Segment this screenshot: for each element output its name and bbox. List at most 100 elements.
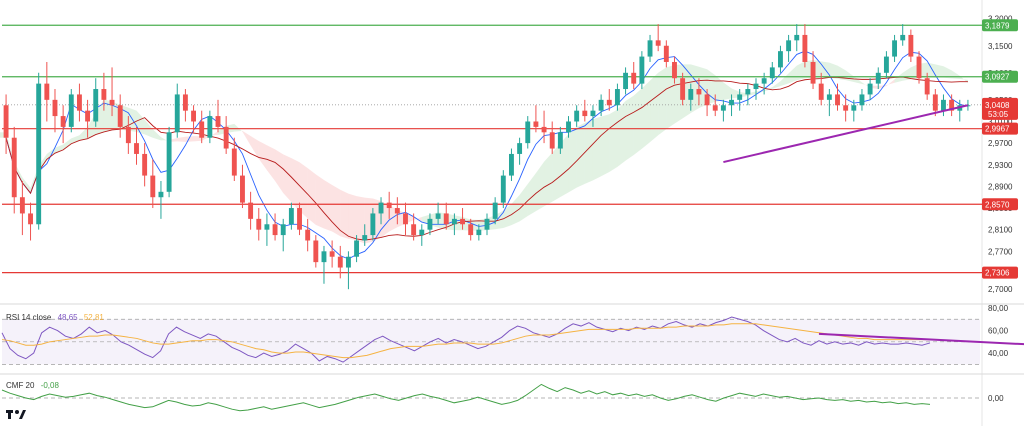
- cloud-segment: [788, 65, 797, 84]
- cloud-segment: [682, 64, 691, 119]
- candle-body: [835, 94, 840, 106]
- candle-body: [313, 240, 319, 263]
- candle: [370, 208, 376, 241]
- candle: [443, 202, 449, 230]
- rsi-trendline[interactable]: [818, 332, 1024, 349]
- candle: [672, 56, 677, 84]
- candle-body: [101, 89, 107, 100]
- price-tick-label: 2,8900: [988, 182, 1013, 191]
- candle-body: [460, 218, 465, 225]
- candle-body: [134, 143, 139, 154]
- candle-body: [174, 94, 180, 133]
- cloud-segment: [650, 72, 659, 143]
- candle-body: [778, 51, 783, 68]
- candle-body: [557, 132, 563, 149]
- level-price-tag: [982, 19, 1018, 32]
- candle-body: [248, 202, 254, 219]
- candle: [199, 110, 205, 144]
- cmf-legend-name: CMF 20: [6, 381, 35, 390]
- rsi-legend-value: 48,65: [58, 313, 79, 322]
- cloud-segment: [71, 135, 80, 144]
- price-trendline[interactable]: [723, 104, 969, 164]
- candle: [647, 34, 653, 62]
- candle: [582, 99, 588, 122]
- candle-body: [427, 218, 433, 230]
- candle: [419, 224, 425, 246]
- cloud-segment: [291, 158, 300, 212]
- candle-body: [533, 121, 539, 127]
- candle-body: [476, 229, 482, 236]
- candle-body: [680, 78, 686, 100]
- candle: [598, 94, 604, 117]
- level-price-label: 3,1879: [985, 21, 1010, 30]
- candle-body: [883, 56, 889, 73]
- level-price-tag: [982, 122, 1018, 135]
- candle: [574, 105, 580, 127]
- candle-body: [892, 40, 898, 57]
- cloud-segment: [552, 143, 561, 202]
- candle: [134, 126, 139, 165]
- candle-body: [280, 224, 286, 236]
- candle-body: [900, 34, 906, 41]
- candle: [305, 218, 311, 252]
- cloud-segment: [22, 177, 31, 194]
- candle-body: [68, 94, 74, 127]
- candle: [769, 61, 775, 84]
- candle-body: [125, 126, 131, 144]
- cloud-segment: [658, 67, 667, 136]
- cloud-segment: [527, 173, 536, 216]
- cloud-segment: [943, 66, 952, 79]
- candle: [223, 116, 229, 154]
- level-price-label: 2,8570: [985, 200, 1010, 209]
- cloud-segment: [584, 119, 593, 184]
- candle: [533, 105, 539, 133]
- candle: [517, 137, 523, 165]
- candle: [52, 89, 58, 133]
- candle-body: [370, 213, 376, 236]
- candle: [60, 105, 66, 144]
- cloud-segment: [177, 136, 186, 142]
- candle: [720, 99, 726, 122]
- candle-body: [182, 94, 188, 111]
- cloud-segment: [796, 61, 805, 81]
- candle: [313, 235, 319, 268]
- candle: [932, 89, 938, 117]
- cloud-segment: [209, 131, 219, 137]
- candle-body: [574, 110, 580, 122]
- candle: [191, 105, 196, 133]
- candle-body: [712, 105, 718, 111]
- rsi-legend-name: RSI 14 close: [6, 313, 52, 322]
- cmf-legend: CMF 20 -0,08: [6, 381, 59, 390]
- candle: [403, 202, 408, 236]
- candle-body: [354, 240, 360, 257]
- candle: [272, 213, 278, 241]
- candle: [696, 78, 702, 106]
- candle-body: [932, 94, 938, 111]
- cloud-segment: [544, 152, 553, 207]
- candle-body: [150, 175, 156, 198]
- cloud-segment: [275, 149, 284, 194]
- cloud-segment: [348, 193, 357, 241]
- candle: [892, 34, 898, 62]
- candle-body: [451, 218, 457, 225]
- candle-body: [598, 99, 604, 111]
- cloud-segment: [568, 126, 577, 193]
- cloud-segment: [503, 203, 512, 229]
- candle: [337, 245, 343, 279]
- price-tick-label: 2,9700: [988, 139, 1013, 148]
- candle: [345, 251, 351, 290]
- candle-body: [321, 251, 327, 263]
- candle: [476, 224, 482, 241]
- candle: [810, 51, 816, 90]
- price-tick-label: 2,9300: [988, 161, 1013, 170]
- cloud-segment: [242, 130, 251, 146]
- candle-body: [541, 126, 547, 133]
- cloud-segment: [519, 183, 528, 222]
- candle-body: [117, 105, 123, 127]
- candle-body: [517, 143, 523, 154]
- candle-body: [264, 224, 270, 230]
- candle-body: [484, 218, 490, 230]
- candle-body: [52, 99, 58, 117]
- candle-body: [329, 251, 335, 257]
- cloud-segment: [959, 75, 968, 84]
